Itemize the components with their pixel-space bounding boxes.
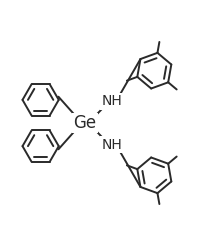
Text: NH: NH — [101, 138, 122, 152]
Text: Ge: Ge — [73, 114, 96, 132]
Text: NH: NH — [101, 94, 122, 108]
